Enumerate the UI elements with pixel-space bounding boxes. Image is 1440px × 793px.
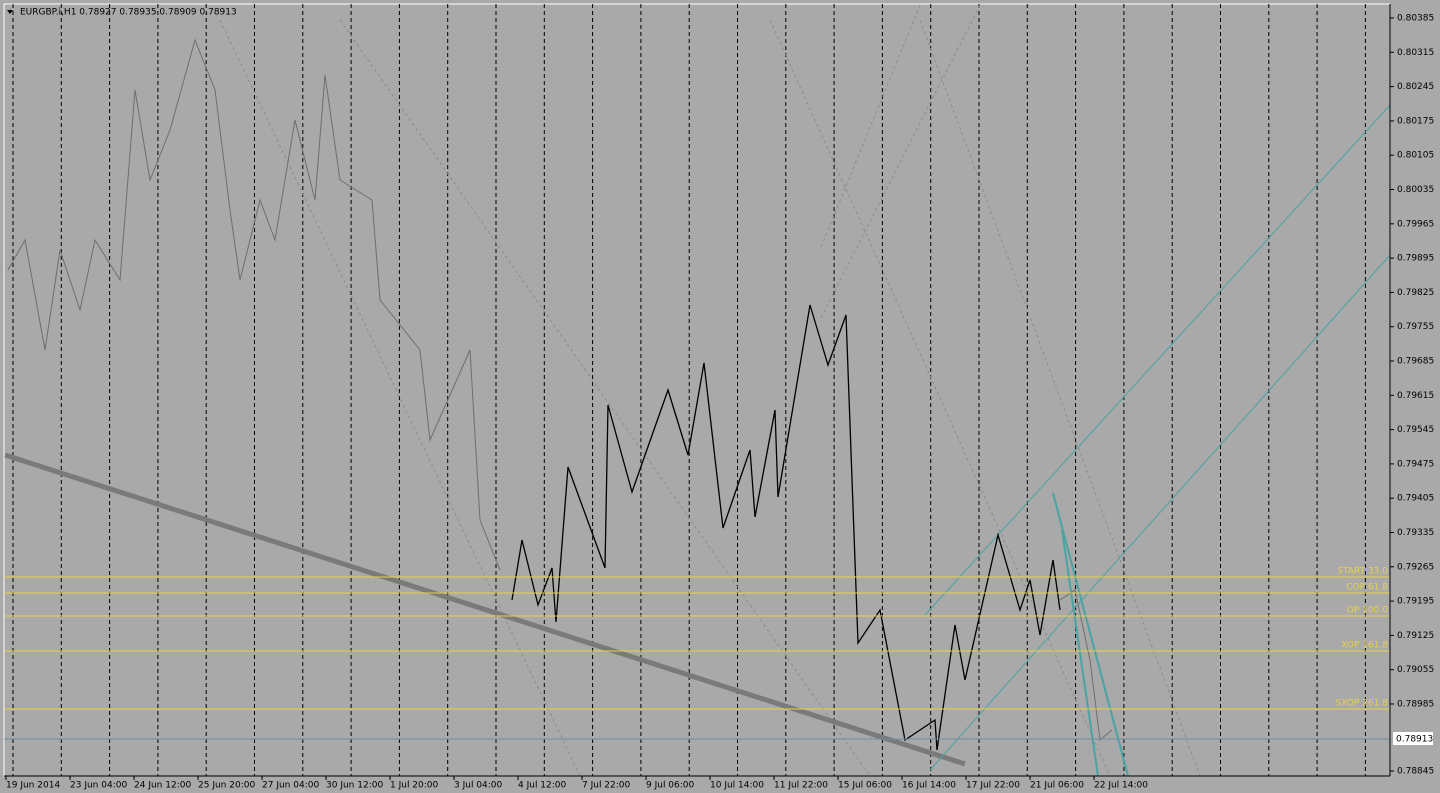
level-label: XOP 161.8 <box>1341 641 1388 651</box>
drawings <box>4 4 1391 777</box>
time-label: 4 Jul 12:00 <box>518 781 567 791</box>
price-label: 0.79195 <box>1397 597 1434 607</box>
time-label: 1 Jul 20:00 <box>390 781 439 791</box>
time-label: 3 Jul 04:00 <box>454 781 503 791</box>
price-label: 0.79475 <box>1397 459 1434 469</box>
channel-line <box>929 254 1391 771</box>
time-label: 23 Jun 04:00 <box>70 781 127 791</box>
level-label: SXOP 261.8 <box>1336 699 1389 709</box>
time-label: 17 Jul 22:00 <box>966 781 1020 791</box>
price-axis <box>1390 0 1440 793</box>
time-label: 22 Jul 14:00 <box>1094 781 1148 791</box>
level-label: COP 61.8 <box>1346 583 1388 593</box>
time-label: 19 Jun 2014 <box>6 781 60 791</box>
current-price-box <box>1393 732 1433 745</box>
current-price: 0.78913 <box>1396 735 1433 745</box>
price-label: 0.80245 <box>1397 82 1434 92</box>
time-label: 30 Jun 12:00 <box>326 781 383 791</box>
price-label: 0.80175 <box>1397 116 1434 126</box>
grid <box>12 4 1366 776</box>
levels: START 33.0 COP 61.8 OP 100.0 XOP 161.8 SXOP … <box>4 567 1390 710</box>
price-label: 0.79825 <box>1397 288 1434 298</box>
time-label: 25 Jun 20:00 <box>198 781 255 791</box>
time-label: 27 Jun 04:00 <box>262 781 319 791</box>
channel-line <box>924 104 1391 616</box>
price-label: 0.79895 <box>1397 254 1434 264</box>
price-label: 0.79405 <box>1397 494 1434 504</box>
zigzag <box>511 304 1061 751</box>
time-label: 11 Jul 22:00 <box>774 781 828 791</box>
channel-line <box>1061 529 1099 777</box>
level-label: OP 100.0 <box>1347 606 1388 616</box>
channel-line <box>1052 492 1129 777</box>
fib-line <box>769 19 1111 777</box>
price-label: 0.80035 <box>1397 185 1434 195</box>
price-label: 0.79755 <box>1397 322 1434 332</box>
price-label: 0.79335 <box>1397 528 1434 538</box>
chart-title: EURGBP.i,H1 0.78927 0.78935 0.78909 0.78… <box>20 8 237 18</box>
fib-line <box>339 19 871 777</box>
price-label: 0.80315 <box>1397 48 1434 58</box>
fib-line <box>919 19 1201 777</box>
price-label: 0.79965 <box>1397 219 1434 229</box>
fib-line <box>219 19 581 777</box>
time-label: 24 Jun 12:00 <box>134 781 191 791</box>
fib-line <box>819 4 981 321</box>
time-label: 15 Jul 06:00 <box>838 781 892 791</box>
fib-line <box>819 4 921 251</box>
menu-arrow <box>7 10 13 14</box>
price-label: 0.80105 <box>1397 151 1434 161</box>
level-label: START 33.0 <box>1337 567 1388 577</box>
price-label: 0.79685 <box>1397 357 1434 367</box>
trend-line <box>4 452 966 767</box>
price-label: 0.79265 <box>1397 562 1434 572</box>
axes: 0.80385 0.80315 0.80245 0.80175 0.80105 0.800… <box>5 14 1434 791</box>
time-label: 21 Jul 06:00 <box>1030 781 1084 791</box>
price-label: 0.79615 <box>1397 391 1434 401</box>
time-label: 16 Jul 14:00 <box>902 781 956 791</box>
price-label: 0.79055 <box>1397 665 1434 675</box>
price-label: 0.78985 <box>1397 700 1434 710</box>
time-label: 10 Jul 14:00 <box>710 781 764 791</box>
price-label: 0.79125 <box>1397 631 1434 641</box>
price-label: 0.79545 <box>1397 425 1434 435</box>
price-bars <box>7 38 501 571</box>
time-label: 7 Jul 22:00 <box>582 781 631 791</box>
price-label: 0.80385 <box>1397 14 1434 24</box>
price-label: 0.78845 <box>1397 767 1434 777</box>
time-label: 9 Jul 06:00 <box>646 781 695 791</box>
